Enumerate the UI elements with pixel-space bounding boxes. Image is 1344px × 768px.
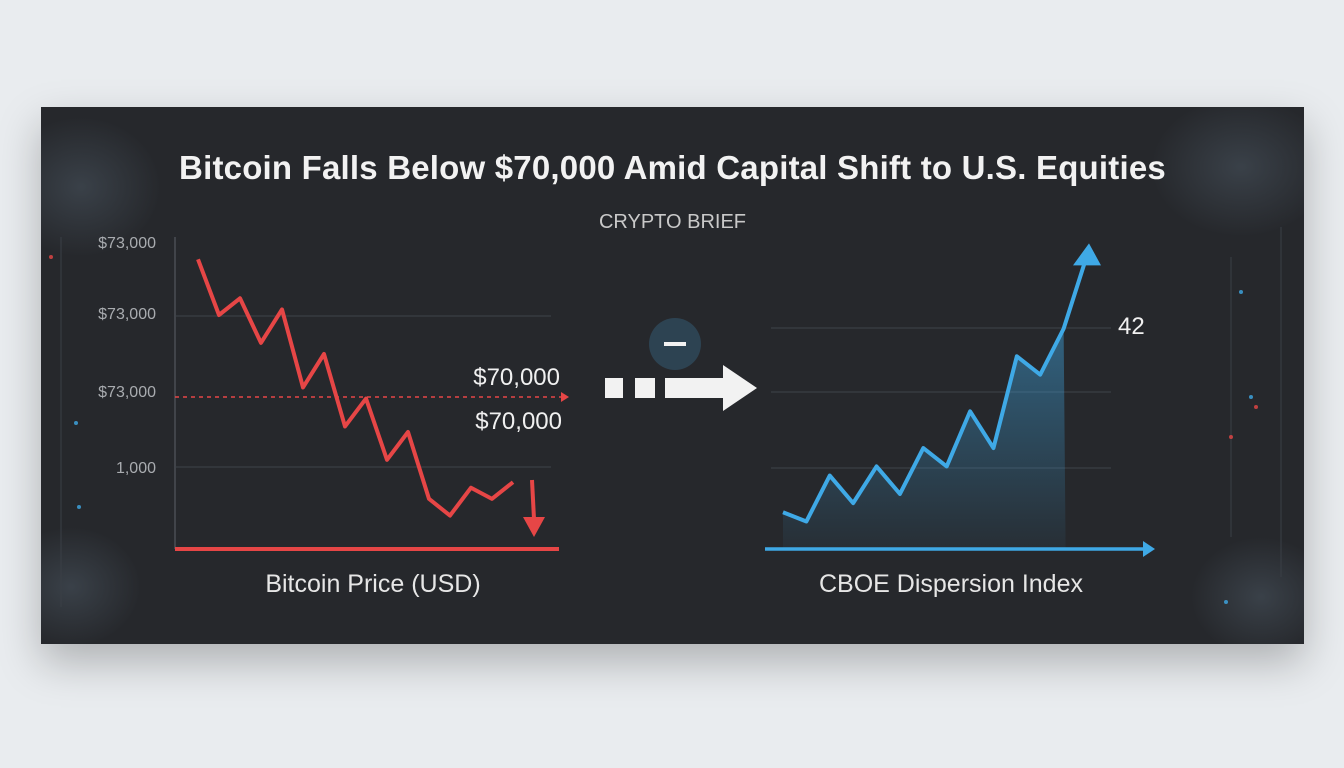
page-subtitle: CRYPTO BRIEF (598, 211, 747, 233)
dispersion-series-line (782, 254, 1089, 524)
background-decoration (41, 107, 1304, 644)
capital-flow-indicator (605, 318, 757, 411)
threshold-arrowhead (561, 392, 569, 402)
axis-arrow-icon (1143, 541, 1155, 557)
right-arrow-icon (665, 365, 757, 411)
news-card: Bitcoin Falls Below $70,000 Amid Capital… (41, 107, 1304, 644)
flow-dash (605, 378, 623, 398)
bitcoin-chart-caption: Bitcoin Price (USD) (265, 570, 480, 598)
down-arrow-icon (523, 479, 545, 537)
dispersion-area-fill (783, 328, 1066, 549)
y-tick-label: $73,000 (98, 235, 156, 252)
flow-dash (635, 378, 655, 398)
y-tick-label: $73,000 (98, 384, 156, 401)
charts-canvas: $73,000 $73,000 $73,000 1,000 $70,000 $7… (98, 235, 1155, 598)
page-title: Bitcoin Falls Below $70,000 Amid Capital… (179, 149, 1166, 186)
dispersion-chart-caption: CBOE Dispersion Index (819, 570, 1084, 598)
y-tick-label: 1,000 (116, 460, 156, 477)
up-arrow-icon (1073, 243, 1101, 266)
dispersion-end-label: 42 (1118, 313, 1145, 340)
bitcoin-series-line (196, 258, 515, 518)
threshold-label: $70,000 (473, 364, 560, 391)
y-tick-label: $73,000 (98, 306, 156, 323)
bitcoin-chart: $73,000 $73,000 $73,000 1,000 $70,000 $7… (98, 235, 569, 598)
dispersion-chart: 42 CBOE Dispersion Index (765, 243, 1155, 598)
threshold-label: $70,000 (475, 408, 562, 435)
